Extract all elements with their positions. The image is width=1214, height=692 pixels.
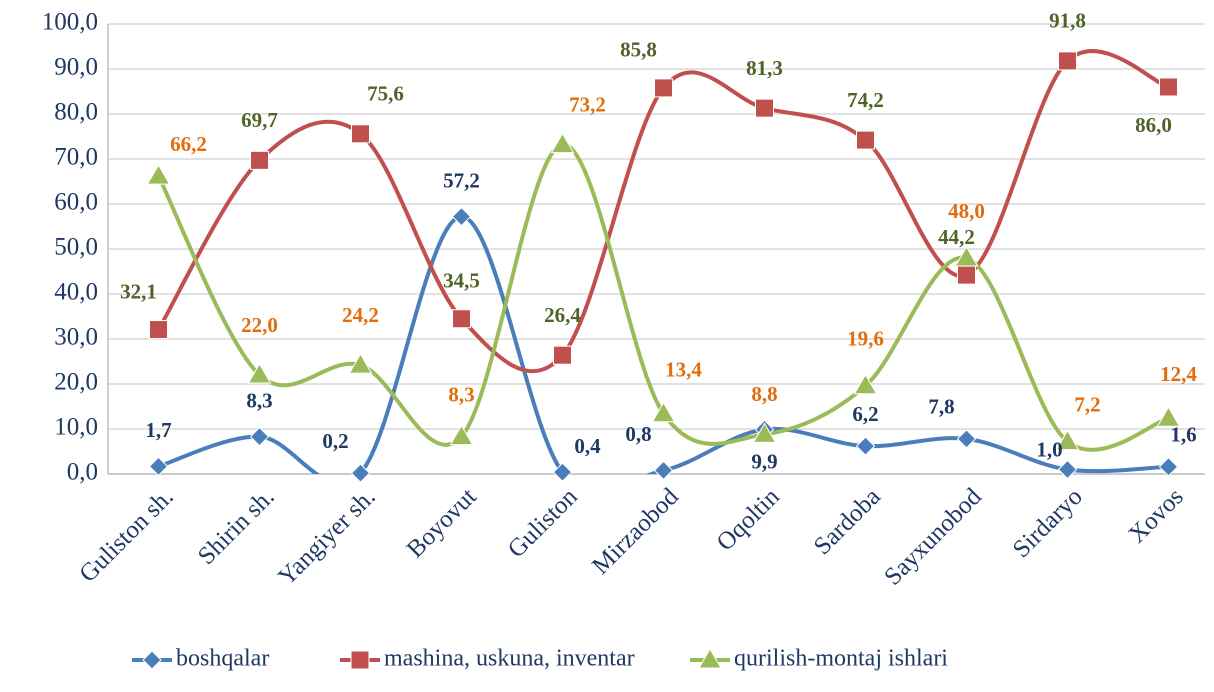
marker: [249, 426, 270, 447]
data-label: 32,1: [120, 279, 157, 303]
marker: [451, 206, 472, 227]
series-line: [156, 49, 1170, 374]
data-label: 0,8: [625, 422, 651, 446]
marker: [553, 345, 572, 365]
data-label: 26,4: [544, 303, 581, 327]
x-tick-label: Sayxunobod: [879, 483, 987, 591]
legend-label: qurilish-montaj ishlari: [734, 646, 948, 672]
marker: [1055, 429, 1080, 451]
marker: [250, 150, 269, 170]
data-label: 9,9: [751, 449, 777, 473]
marker: [552, 462, 573, 482]
data-label: 1,6: [1170, 423, 1196, 447]
data-label: 69,7: [241, 108, 278, 132]
data-label: 44,2: [938, 225, 975, 249]
data-label: 7,2: [1074, 392, 1100, 416]
y-tick-label: 50,0: [54, 234, 98, 261]
data-label: 0,2: [322, 429, 348, 453]
y-tick-label: 30,0: [54, 324, 98, 351]
data-label: 66,2: [170, 132, 207, 156]
data-label: 24,2: [342, 303, 379, 327]
marker: [142, 650, 162, 670]
marker: [1057, 459, 1078, 480]
marker: [957, 265, 976, 285]
marker: [651, 401, 676, 423]
y-tick-label: 70,0: [54, 144, 98, 171]
plot-area: [156, 49, 1170, 474]
data-label: 8,8: [751, 382, 777, 406]
marker: [855, 436, 876, 456]
data-label: 75,6: [367, 82, 404, 106]
marker: [954, 246, 979, 267]
x-tick-label: Sardoba: [809, 483, 886, 560]
x-tick-label: Sirdaryo: [1008, 483, 1088, 563]
y-tick-label: 60,0: [54, 189, 98, 216]
marker: [653, 460, 674, 481]
marker: [956, 429, 977, 449]
x-tick-label: Xovos: [1124, 483, 1189, 548]
data-label: 1,0: [1036, 437, 1062, 461]
data-label: 73,2: [569, 92, 606, 116]
series-line: [156, 142, 1170, 452]
data-label: 34,5: [443, 269, 480, 293]
marker: [449, 424, 474, 446]
y-tick-label: 90,0: [54, 54, 98, 81]
marker: [1159, 77, 1178, 97]
series-line: [157, 214, 1169, 474]
data-label: 57,2: [443, 168, 480, 192]
data-label: 0,4: [574, 434, 601, 458]
marker: [654, 78, 673, 98]
marker: [856, 130, 875, 150]
data-label: 7,8: [928, 395, 954, 419]
marker: [1058, 51, 1077, 71]
x-tick-label: Oqoltin: [712, 483, 785, 556]
marker: [350, 650, 370, 670]
y-tick-label: 40,0: [54, 279, 98, 306]
x-tick-label: Guliston sh.: [74, 483, 179, 588]
marker: [1156, 406, 1181, 427]
legend-label: mashina, uskuna, inventar: [384, 646, 635, 672]
marker: [348, 353, 373, 374]
marker: [752, 422, 777, 443]
y-tick-label: 80,0: [54, 99, 98, 126]
x-tick-label: Guliston: [503, 483, 583, 563]
data-label: 85,8: [620, 38, 657, 62]
data-label: 91,8: [1049, 9, 1086, 33]
data-label: 86,0: [1135, 113, 1172, 137]
marker: [853, 373, 878, 395]
data-label: 22,0: [241, 313, 278, 337]
marker: [351, 124, 370, 144]
marker: [550, 132, 575, 154]
marker: [1158, 457, 1179, 477]
y-tick-label: 0,0: [67, 459, 98, 486]
marker: [149, 320, 168, 340]
y-tick-label: 100,0: [42, 9, 98, 36]
marker: [755, 98, 774, 118]
data-label: 8,3: [246, 388, 272, 412]
x-tick-label: Boyovut: [402, 483, 482, 563]
data-label: 13,4: [665, 358, 702, 382]
y-tick-label: 10,0: [54, 414, 98, 441]
marker: [247, 363, 272, 384]
y-tick-label: 20,0: [54, 369, 98, 396]
data-label: 6,2: [852, 402, 878, 426]
data-label: 48,0: [948, 199, 985, 223]
legend-label: boshqalar: [176, 646, 269, 672]
marker: [452, 309, 471, 329]
data-label: 19,6: [847, 327, 884, 351]
marker: [146, 164, 171, 185]
marker: [350, 463, 371, 483]
marker: [698, 648, 722, 669]
data-label: 74,2: [847, 88, 884, 112]
data-label: 1,7: [145, 418, 171, 442]
x-tick-label: Yangiyer sh.: [273, 483, 381, 591]
data-label: 12,4: [1160, 362, 1197, 386]
data-label: 8,3: [448, 382, 474, 406]
data-label: 81,3: [746, 56, 783, 80]
marker: [148, 456, 169, 477]
x-tick-label: Mirzaobod: [587, 483, 684, 580]
x-tick-label: Shirin sh.: [193, 483, 280, 570]
